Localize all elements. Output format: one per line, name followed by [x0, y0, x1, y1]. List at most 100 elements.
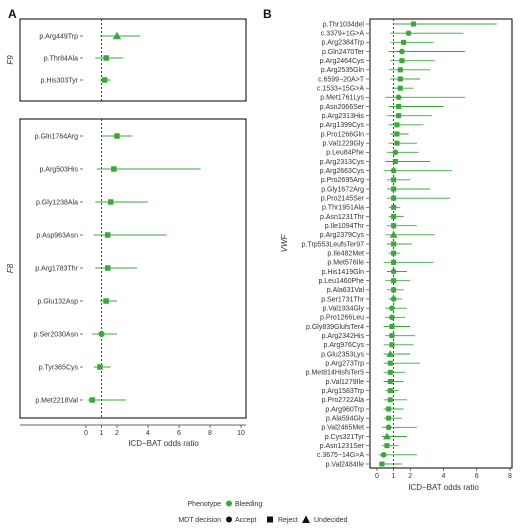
panel-a-reject-point — [97, 364, 103, 370]
panel-b-y-tick-label: p.Arg273Trp — [325, 361, 364, 368]
panel-b-y-tick-label: p.Arg976Cys — [324, 342, 365, 349]
panel-b-y-tick-label: p.Arg2384Trp — [321, 40, 364, 47]
panel-b-x-tick-label: 8 — [508, 473, 512, 480]
panel-b-row: p.Arg2663Cys — [320, 167, 452, 175]
panel-a-group-frame — [19, 118, 247, 419]
panel-b-undecided-point — [383, 432, 391, 440]
panel-b-row: p.Arg2313His — [322, 113, 432, 120]
panel-b-row: p.Asn2066Ser — [320, 104, 444, 111]
panel-b-y-tick-label: p.Thr1034del — [323, 21, 365, 28]
panel-b-row: p.Pro2145Ser — [321, 195, 451, 203]
panel-b-letter: B — [263, 7, 272, 21]
panel-b-reject-point — [389, 342, 395, 348]
panel-b-reject-point — [391, 259, 397, 265]
panel-b-row: p.Met576Ile — [327, 259, 434, 267]
panel-b-row: p.Gly839GlufsTer4 — [306, 323, 411, 331]
panel-b-row: p.Glu2353Lys — [321, 350, 411, 358]
panel-b-row: p.Arg1583Trp — [321, 388, 399, 395]
panel-b-row: p.Arg2464Cys — [320, 58, 436, 65]
panel-b-row: p.Val2484Ile — [326, 461, 402, 468]
panel-b-reject-point — [396, 103, 402, 110]
panel-b-row: p.Ile482Met — [327, 251, 401, 258]
panel-b-accept-point — [385, 424, 392, 431]
panel-b-y-tick-label: p.Asn2066Ser — [320, 104, 365, 111]
panel-b-row: p.Ile1094Thr — [325, 223, 417, 230]
panel-b-row: p.Val1279Ile — [326, 379, 404, 386]
panel-b-y-tick-label: p.Pro1266Leu — [320, 315, 364, 322]
panel-a-y-tick-label: p.Gly1238Ala — [36, 200, 78, 207]
panel-a-row: p.Arg503His — [39, 166, 201, 174]
panel-b-y-tick-label: p.Met814HisfsTer5 — [306, 370, 364, 377]
panel-a-y-tick-label: p.Thr84Ala — [44, 56, 78, 63]
panel-b-y-tick-label: p.Val1279Ile — [326, 379, 365, 386]
panel-b-y-tick-label: c.3379+1G>A — [321, 31, 365, 38]
panel-b-row: p.Leu1460Phe — [318, 278, 411, 285]
panel-a-reject-point — [104, 232, 111, 238]
panel-b-reject-point — [391, 278, 397, 284]
panel-a-x-tick-label: 1 — [100, 430, 104, 437]
panel-b-x-axis-title: ICD−BAT odds ratio — [408, 483, 479, 492]
panel-a-row: p.Met2218Val — [35, 397, 127, 405]
panel-a-accept-point — [98, 330, 105, 338]
legend-reject-swatch — [267, 516, 273, 523]
panel-b-reject-point — [401, 39, 407, 45]
panel-b-row: p.Gly1672Arg — [321, 186, 431, 193]
panel-b: B VWF p.Thr1034del c.3379+1G>A p.Arg2384Trp p… — [263, 7, 513, 492]
panel-b-row: p.Arg2384Trp — [321, 39, 434, 47]
panel-b-reject-point — [391, 287, 397, 293]
panel-a-reject-point — [111, 166, 117, 172]
panel-b-row: p.Arg273Trp — [325, 360, 421, 368]
panel-b-row: p.Arg2535Gln — [321, 67, 431, 74]
panel-b-accept-point — [390, 268, 397, 275]
panel-b-accept-point — [389, 314, 395, 321]
panel-a-reject-point — [103, 298, 109, 304]
panel-a-y-tick-label: p.Ser2030Asn — [34, 332, 78, 339]
panel-a-group-frame — [19, 18, 247, 102]
panel-b-row: p.Ala594Gly — [326, 416, 402, 423]
panel-a-row: p.Thr84Ala — [44, 55, 124, 63]
panel-b-undecided-point — [389, 230, 398, 238]
panel-a-row: p.Gly1238Ala — [36, 199, 148, 207]
panel-b-row: p.Val2465Met — [321, 424, 417, 432]
panel-a-reject-point — [103, 55, 109, 61]
panel-b-y-tick-label: c.6599−20A>T — [318, 76, 365, 83]
panel-b-row: p.Arg960Trp — [325, 406, 404, 413]
panel-b-row: p.Asn1231Thr — [320, 214, 404, 221]
panel-a-group-f8: F8 p.Gln1764Arg p.Arg503His p.Gly1238Ala p.A… — [6, 118, 247, 419]
panel-b-reject-point — [389, 323, 395, 330]
panel-a-y-tick-label: p.His303Tyr — [41, 78, 79, 85]
panel-a-group-label: F9 — [6, 55, 15, 65]
panel-b-reject-point — [386, 406, 392, 412]
panel-b-y-tick-label: p.Glu2353Lys — [321, 351, 364, 358]
panel-b-y-tick-label: p.Pro2145Ser — [321, 196, 365, 203]
panel-b-row: p.Val1229Gly — [322, 141, 417, 148]
panel-b-row: p.Pro2722Ala — [322, 397, 407, 404]
panel-b-reject-point — [391, 195, 397, 201]
panel-b-y-tick-label: p.Trp553LeufsTer97 — [302, 241, 364, 248]
panel-b-accept-point — [392, 149, 399, 156]
panel-b-x-axis: 0 1 2 4 6 8 ICD−BAT odds ratio — [375, 468, 512, 492]
panel-b-reject-point — [389, 333, 395, 339]
panel-b-row: p.Gln2470Ter — [322, 48, 466, 56]
legend-accept-swatch — [226, 516, 232, 523]
panel-a-row: p.Tyr365Cys — [39, 364, 111, 372]
panel-b-reject-point — [411, 21, 417, 27]
panel-b-row: p.Ser1731Thr — [321, 296, 402, 303]
panel-b-row: p.Arg1399Cys — [320, 122, 424, 129]
panel-b-y-tick-label: p.Arg2464Cys — [320, 58, 365, 65]
panel-b-y-tick-label: p.Ile1094Thr — [325, 223, 365, 230]
panel-a-reject-point — [104, 265, 111, 271]
panel-b-reject-point — [394, 122, 400, 128]
panel-b-reject-point — [387, 360, 393, 366]
panel-b-y-tick-label: p.Ala631Val — [327, 287, 365, 294]
panel-b-row: p.Pro1266Gln — [321, 131, 409, 138]
legend-phenotype-title: Phenotype — [188, 501, 222, 508]
panel-a-y-tick-label: p.Asp963Asn — [36, 233, 78, 240]
panel-b-row: p.Arg976Cys — [324, 342, 414, 349]
panel-b-reject-point — [394, 131, 400, 137]
panel-b-group-label: VWF — [280, 234, 289, 253]
panel-a-reject-point — [101, 77, 108, 83]
panel-b-y-tick-label: p.Arg2313Cys — [320, 159, 365, 166]
panel-b-row: p.Pro2695Arg — [321, 177, 411, 184]
panel-b-x-tick-label: 2 — [408, 473, 412, 480]
